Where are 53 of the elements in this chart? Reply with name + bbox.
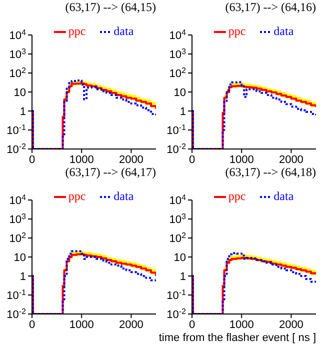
legend-label: data bbox=[112, 24, 134, 39]
y-tick-label: 10$^{2}$ bbox=[9, 66, 27, 80]
y-tick-label: 10$^{4}$ bbox=[9, 192, 27, 207]
x-tick-label: 2000 bbox=[278, 154, 304, 166]
y-tick-label: 1 bbox=[180, 106, 186, 118]
x-tick-label: 0 bbox=[28, 318, 36, 331]
y-tick-label: 10$^{4}$ bbox=[9, 28, 27, 42]
y-tick-label: 10$^{-2}$ bbox=[166, 142, 187, 156]
y-tick-label: 10$^{-1}$ bbox=[6, 288, 27, 302]
y-tick-label: 10$^{3}$ bbox=[169, 212, 187, 226]
y-tick-label: 10 bbox=[174, 87, 186, 99]
legend-label: data bbox=[272, 24, 294, 39]
x-tick-label: 0 bbox=[188, 154, 196, 166]
y-tick-label: 10$^{4}$ bbox=[169, 28, 187, 42]
chart-title: (63,17) --> (64,18) bbox=[224, 165, 317, 179]
legend-label: ppc bbox=[67, 189, 86, 204]
y-tick-label: 10$^{2}$ bbox=[9, 230, 27, 245]
x-tick-label: 2000 bbox=[118, 318, 144, 331]
legend-label: data bbox=[272, 189, 294, 204]
y-tick-label: 10$^{-1}$ bbox=[6, 122, 27, 137]
chart-title: (63,17) --> (64,17) bbox=[64, 165, 157, 179]
y-tick-label: 1 bbox=[180, 271, 186, 283]
legend-label: ppc bbox=[227, 189, 246, 204]
y-tick-label: 10$^{-2}$ bbox=[6, 306, 27, 321]
chart-title: (63,17) --> (64,15) bbox=[64, 0, 157, 14]
x-tick-label: 1000 bbox=[229, 154, 254, 166]
legend-label: ppc bbox=[227, 24, 246, 39]
x-axis-title: time from the flasher event [ ns ] bbox=[158, 332, 317, 344]
y-tick-label: 1 bbox=[20, 271, 26, 283]
legend-label: data bbox=[112, 189, 134, 204]
y-tick-label: 10$^{-1}$ bbox=[166, 122, 187, 137]
y-tick-label: 10$^{-1}$ bbox=[166, 288, 187, 302]
chart-title: (63,17) --> (64,16) bbox=[224, 0, 317, 14]
x-tick-label: 1000 bbox=[69, 318, 94, 331]
x-tick-label: 0 bbox=[188, 318, 196, 331]
y-tick-label: 10$^{-2}$ bbox=[6, 142, 27, 156]
y-tick-label: 10 bbox=[14, 87, 26, 99]
x-tick-label: 1000 bbox=[229, 318, 254, 331]
y-tick-label: 10 bbox=[14, 252, 26, 264]
legend-label: ppc bbox=[67, 24, 86, 39]
x-tick-label: 0 bbox=[28, 154, 36, 166]
x-tick-label: 1000 bbox=[69, 154, 94, 166]
x-tick-label: 2000 bbox=[118, 154, 144, 166]
y-tick-label: 1 bbox=[20, 106, 26, 118]
y-tick-label: 10$^{2}$ bbox=[169, 230, 187, 245]
y-tick-label: 10$^{2}$ bbox=[169, 66, 187, 80]
y-tick-label: 10$^{4}$ bbox=[169, 192, 187, 207]
y-tick-label: 10$^{3}$ bbox=[169, 46, 187, 61]
y-tick-label: 10$^{3}$ bbox=[9, 46, 27, 61]
x-tick-label: 2000 bbox=[278, 318, 304, 331]
y-tick-label: 10$^{-2}$ bbox=[166, 306, 187, 321]
y-tick-label: 10$^{3}$ bbox=[9, 212, 27, 226]
y-tick-label: 10 bbox=[174, 252, 186, 264]
